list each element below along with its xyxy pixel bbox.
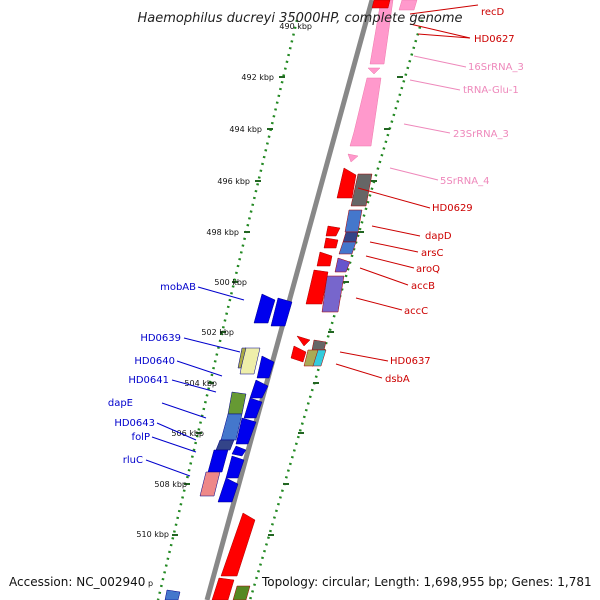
cds-bottom-left — [164, 589, 181, 600]
cds-hd0629-b — [350, 173, 373, 207]
gene-label-hd0639: HD0639 — [140, 333, 181, 344]
tick-label: 500 kbp — [214, 278, 247, 287]
gene-label-recd: recD — [481, 7, 505, 18]
cds-hd0640 — [256, 355, 275, 379]
footer-accession-bg — [6, 573, 148, 591]
cds-pink-508 — [199, 471, 221, 497]
tick-label: 506 kbp — [171, 429, 204, 438]
tick-label: 508 kbp — [154, 480, 187, 489]
tick-label: 504 kbp — [184, 379, 217, 388]
rna-feature-top — [398, 0, 418, 11]
tick-label: 502 kbp — [201, 328, 234, 337]
reverse-cds-features — [164, 293, 293, 600]
cds-mobab-1 — [253, 293, 276, 324]
cds-blue-2 — [235, 417, 257, 445]
gene-label-hd0641: HD0641 — [128, 375, 169, 386]
cds-dsba — [290, 345, 307, 363]
tick-label: 510 kbp — [136, 530, 169, 539]
cds-red-510 — [220, 512, 256, 577]
gene-label-folp: folP — [132, 432, 150, 443]
right-leader-lines — [335, 4, 479, 379]
backbone — [204, 0, 375, 600]
cds-rluc — [207, 449, 229, 473]
cds-hd0637 — [296, 335, 311, 347]
cds-red-small-2 — [323, 237, 339, 249]
cds-blue-508 — [217, 477, 239, 503]
gene-label-arsc: arsC — [421, 248, 443, 259]
gene-label-dape: dapE — [108, 398, 133, 409]
gene-label-hd0637: HD0637 — [390, 356, 431, 367]
tick-labels: 490 kbp 492 kbp 494 kbp 496 kbp 498 kbp … — [136, 22, 312, 539]
tick-marks — [172, 76, 403, 536]
rna-feature-16s — [369, 0, 394, 65]
footer-accession: Accession: NC_002940 — [9, 575, 145, 589]
cds-accb — [334, 257, 351, 273]
cds-rluc-b — [225, 455, 245, 479]
footer-topology-bg — [258, 573, 595, 591]
cds-red-bottom — [211, 577, 235, 600]
rna-feature-5s — [347, 153, 359, 163]
gene-label-dapd: dapD — [425, 231, 452, 242]
cds-red-small-3 — [316, 251, 333, 267]
cds-accc — [321, 275, 345, 313]
tick-label: 490 kbp — [279, 22, 312, 31]
gene-label-hd0643: HD0643 — [114, 418, 155, 429]
cds-red-small-1 — [325, 225, 341, 237]
tick-label: 496 kbp — [217, 177, 250, 186]
tick-label: 498 kbp — [206, 228, 239, 237]
gene-label-hd0627: HD0627 — [474, 34, 515, 45]
cds-red-large — [305, 269, 329, 305]
cds-folp-b — [231, 445, 247, 457]
tick-label: 492 kbp — [241, 73, 274, 82]
gene-label-accc: accC — [404, 306, 428, 317]
cds-hd0643 — [220, 413, 243, 441]
rna-feature-23s — [349, 77, 382, 147]
tick-label: 494 kbp — [229, 125, 262, 134]
left-labels: mobAB HD0639 HD0640 HD0641 dapE HD0643 f… — [108, 282, 196, 466]
gene-label-trna-glu-1: tRNA-Glu-1 — [463, 85, 519, 96]
cds-dape — [227, 391, 247, 415]
gene-label-accb: accB — [411, 281, 435, 292]
forward-cds-features — [211, 0, 391, 600]
cds-aroq — [338, 241, 357, 255]
left-leader-lines — [145, 286, 245, 477]
cds-blue-1 — [243, 397, 263, 419]
gene-label-hd0640: HD0640 — [134, 356, 175, 367]
cds-hd0639-edge — [237, 347, 247, 369]
gene-label-hd0629: HD0629 — [432, 203, 473, 214]
gene-label-rluc: rluC — [123, 455, 143, 466]
gene-label-dsba: dsbA — [385, 374, 410, 385]
footer-accession-tail: p — [148, 579, 153, 588]
cds-grey-small — [311, 339, 327, 351]
cds-dsba-c — [303, 349, 319, 367]
gene-label-16srrna-3: 16SrRNA_3 — [468, 62, 524, 73]
ruler-tracks — [156, 19, 424, 600]
cds-arsc — [342, 231, 359, 243]
rna-leader-lines — [389, 55, 467, 181]
rna-features — [347, 0, 418, 163]
cds-recd — [371, 0, 391, 9]
cds-hd0641 — [249, 379, 269, 399]
footer-topology: Topology: circular; Length: 1,698,955 bp… — [261, 575, 592, 589]
gene-label-23srrna-3: 23SrRNA_3 — [453, 129, 509, 140]
right-labels: recD HD0627 16SrRNA_3 tRNA-Glu-1 23SrRNA… — [385, 7, 524, 385]
gene-label-5srrna-4: 5SrRNA_4 — [440, 176, 489, 187]
cds-mobab-2 — [270, 297, 293, 327]
inner-ruler-track — [156, 19, 299, 600]
cds-folp — [215, 439, 235, 451]
rna-feature-trna-glu — [367, 67, 381, 75]
gene-label-mobab: mobAB — [160, 282, 196, 293]
cds-green-bottom — [232, 585, 251, 600]
map-title: Haemophilus ducreyi 35000HP, complete ge… — [137, 11, 462, 26]
gene-label-aroq: aroQ — [416, 264, 440, 275]
cds-hd0629 — [336, 167, 357, 199]
